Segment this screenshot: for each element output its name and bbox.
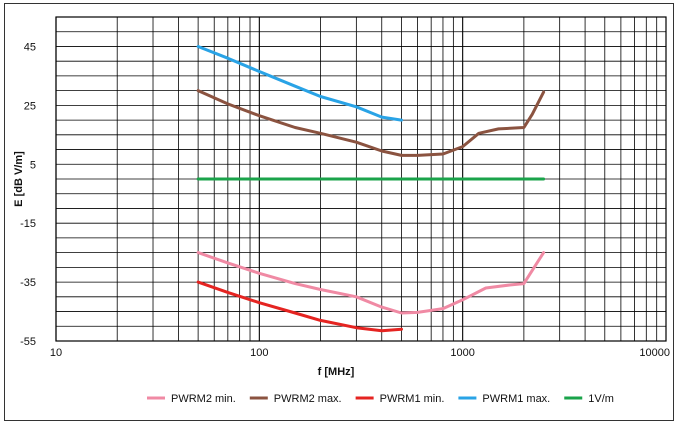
chart-frame [4,3,674,421]
x-tick-label: 10000 [639,347,670,359]
y-axis-label: E [dB V/m] [13,151,25,207]
legend-label-0: PWRM2 min. [171,393,236,405]
x-tick-labels: 10 100 1000 10000 [50,347,670,359]
series-line-1 [196,89,546,157]
x-axis-label: f [MHz] [318,366,355,378]
y-tick-labels: 45 25 5 -15 -35 -55 [20,41,36,348]
y-tick-label: -55 [20,336,36,348]
series-line-3 [196,45,403,122]
y-tick-label: 45 [24,41,36,53]
legend: PWRM2 min. PWRM2 max. PWRM1 min. PWRM1 max.… [147,393,614,405]
series-line-2 [196,280,403,333]
x-tick-label: 1000 [450,347,474,359]
plot-area-border [55,16,667,342]
y-tick-label: -15 [20,218,36,230]
legend-label-2: PWRM1 min. [380,393,445,405]
y-tick-label: 25 [24,100,36,112]
y-tick-label: 5 [30,159,36,171]
legend-label-3: PWRM1 max. [482,393,550,405]
series-line-0 [196,251,546,315]
y-tick-label: -35 [20,277,36,289]
x-tick-label: 100 [250,347,268,359]
legend-label-4: 1V/m [588,393,614,405]
series-lines [196,45,546,333]
x-tick-label: 10 [50,347,62,359]
legend-label-1: PWRM2 max. [274,393,342,405]
